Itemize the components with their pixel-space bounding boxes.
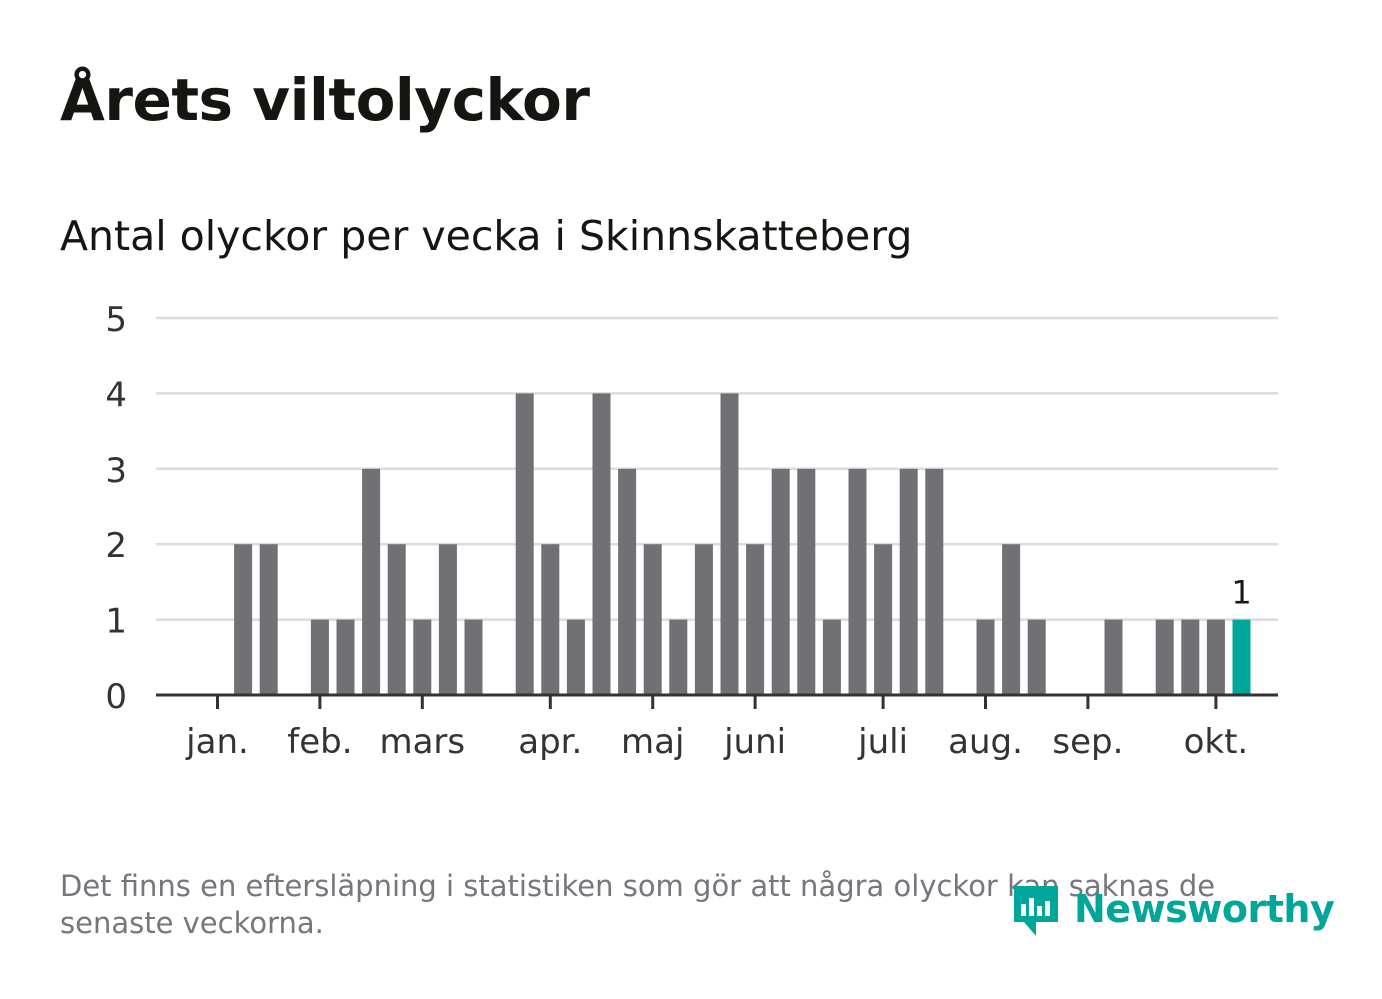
bar: [1027, 619, 1046, 695]
bar-value-label: 1: [1231, 574, 1251, 612]
bar: [541, 544, 560, 695]
bar: [771, 468, 790, 695]
bar: [746, 544, 765, 695]
bar: [1181, 619, 1200, 695]
y-tick-label: 2: [105, 526, 127, 566]
bar: [797, 468, 816, 695]
bar-highlight: [1232, 619, 1251, 695]
bar: [234, 544, 253, 695]
bar: [669, 619, 688, 695]
bar-chart: 0 1 2 3 4 5 1 jan. feb. mars apr. maj juni juli aug.…: [105, 300, 1278, 762]
bar: [720, 393, 739, 695]
bar: [592, 393, 611, 695]
bar: [1104, 619, 1123, 695]
bar: [1155, 619, 1174, 695]
bar: [618, 468, 637, 695]
x-tick-label: okt.: [1184, 722, 1249, 762]
x-tick-label: sep.: [1052, 722, 1123, 762]
y-tick-label: 5: [105, 300, 127, 340]
bar: [566, 619, 585, 695]
bar: [413, 619, 432, 695]
y-tick-label: 4: [105, 375, 127, 415]
brand-name: Newsworthy: [1074, 887, 1335, 931]
bar: [362, 468, 381, 695]
x-tick-label: mars: [379, 722, 465, 762]
bar: [925, 468, 944, 695]
chart-subtitle: Antal olyckor per vecka i Skinnskatteber…: [60, 212, 913, 260]
x-tick-label: juli: [857, 722, 908, 762]
newsworthy-logo-icon: [1014, 886, 1058, 936]
x-tick-label: juni: [723, 722, 786, 762]
bar: [694, 544, 713, 695]
brand-logo[interactable]: Newsworthy: [1010, 878, 1335, 940]
x-tick-label: apr.: [518, 722, 582, 762]
bar: [464, 619, 483, 695]
y-tick-label: 3: [105, 451, 127, 491]
x-tick-label: jan.: [185, 722, 249, 762]
y-axis-ticks: 0 1 2 3 4 5: [105, 300, 127, 717]
y-tick-label: 1: [105, 602, 127, 642]
bar: [1002, 544, 1021, 695]
bar: [1206, 619, 1225, 695]
bar: [310, 619, 329, 695]
y-tick-label: 0: [105, 677, 127, 717]
bar: [643, 544, 662, 695]
bars: 1: [234, 393, 1252, 695]
bar: [438, 544, 457, 695]
bar: [822, 619, 841, 695]
chart-title: Årets viltolyckor: [60, 66, 590, 134]
x-tick-label: maj: [621, 722, 684, 762]
bar: [336, 619, 355, 695]
x-tick-label: aug.: [948, 722, 1023, 762]
bar: [874, 544, 893, 695]
bar: [899, 468, 918, 695]
bar: [259, 544, 278, 695]
x-axis-ticks: jan. feb. mars apr. maj juni juli aug. sep. okt.: [185, 695, 1248, 762]
bar: [976, 619, 995, 695]
grid-lines: [156, 316, 1278, 621]
bar: [387, 544, 406, 695]
bar: [515, 393, 534, 695]
x-tick-label: feb.: [287, 722, 352, 762]
bar: [848, 468, 867, 695]
